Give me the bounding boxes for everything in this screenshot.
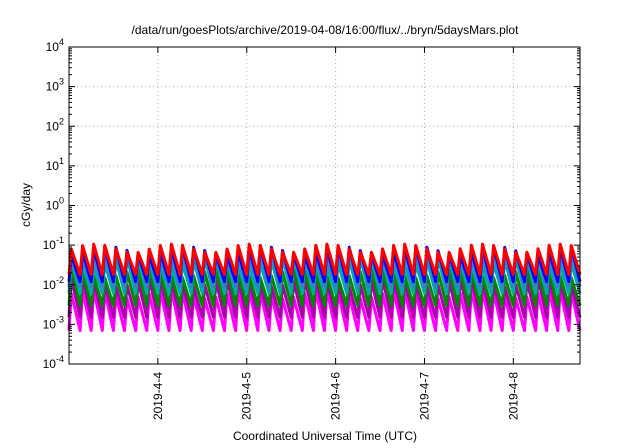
y-tick-label: 10-1 (43, 235, 64, 252)
y-axis-label: cGy/day (19, 183, 33, 227)
y-tick-label: 102 (46, 116, 64, 133)
x-axis-ticks: 2019-4-4 2019-4-5 2019-4-6 2019-4-7 2019-4-8 (151, 47, 520, 420)
x-tick-label: 2019-4-6 (329, 372, 343, 420)
y-tick-label: 10-4 (43, 354, 64, 371)
chart-title: /data/run/goesPlots/archive/2019-04-08/1… (132, 23, 520, 37)
x-tick-label: 2019-4-4 (151, 372, 165, 420)
y-tick-label: 10-2 (43, 275, 64, 292)
series-layer (67, 242, 582, 332)
y-axis-ticks: 10-4 10-3 10-2 10-1 100 101 102 103 104 (43, 37, 580, 371)
y-tick-label: 103 (46, 77, 64, 94)
series-line (67, 242, 582, 277)
y-tick-label: 10-3 (43, 314, 64, 331)
x-tick-label: 2019-4-7 (417, 372, 431, 420)
x-tick-label: 2019-4-5 (240, 372, 254, 420)
x-tick-label: 2019-4-8 (506, 372, 520, 420)
y-tick-label: 104 (46, 37, 64, 54)
y-tick-label: 100 (46, 196, 64, 213)
y-tick-label: 101 (46, 156, 64, 173)
x-axis-label: Coordinated Universal Time (UTC) (233, 429, 417, 443)
